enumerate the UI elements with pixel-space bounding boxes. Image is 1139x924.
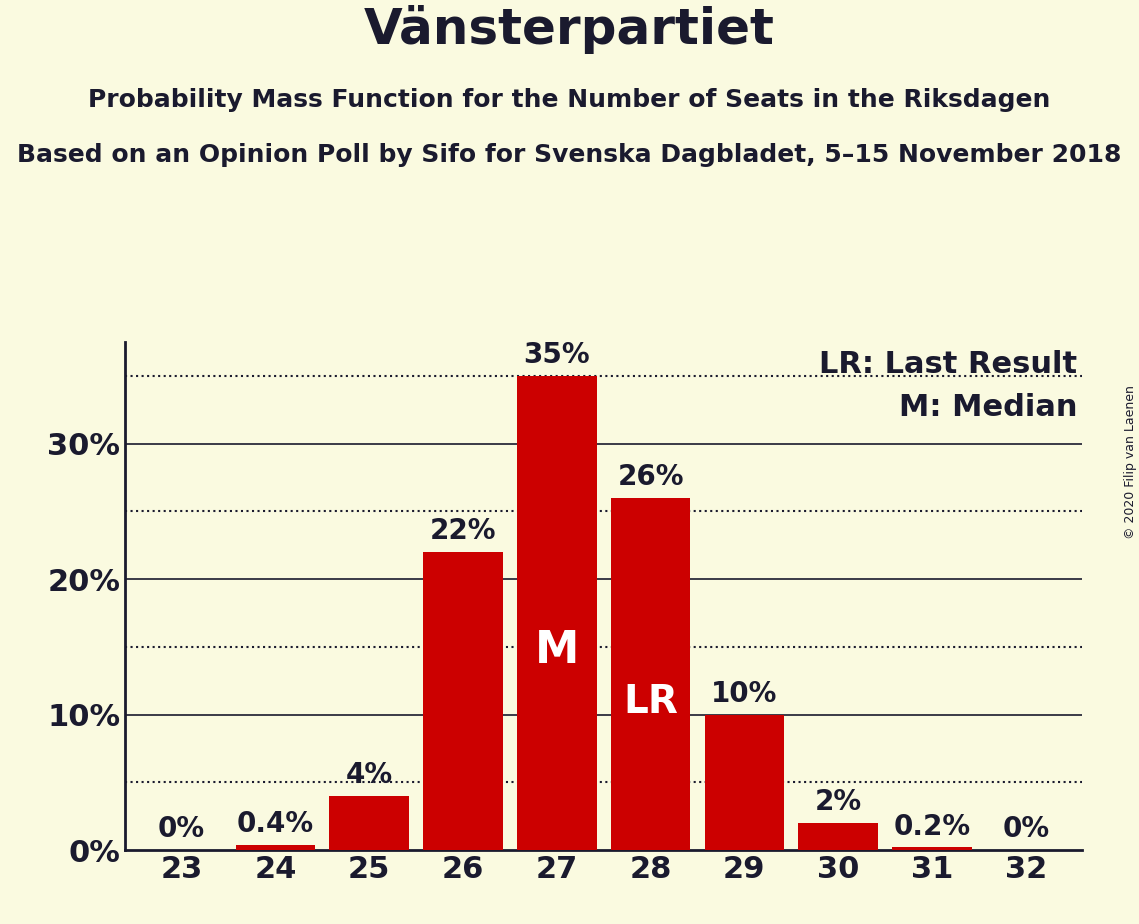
Bar <box>798 823 878 850</box>
Bar <box>611 498 690 850</box>
Text: 35%: 35% <box>524 341 590 369</box>
Text: Vänsterpartiet: Vänsterpartiet <box>364 5 775 54</box>
Text: Probability Mass Function for the Number of Seats in the Riksdagen: Probability Mass Function for the Number… <box>89 88 1050 112</box>
Text: 26%: 26% <box>617 463 683 491</box>
Text: © 2020 Filip van Laenen: © 2020 Filip van Laenen <box>1124 385 1137 539</box>
Text: 2%: 2% <box>814 788 862 816</box>
Text: Based on an Opinion Poll by Sifo for Svenska Dagbladet, 5–15 November 2018: Based on an Opinion Poll by Sifo for Sve… <box>17 143 1122 167</box>
Text: 0.2%: 0.2% <box>893 812 970 841</box>
Bar <box>517 376 597 850</box>
Bar <box>892 847 972 850</box>
Text: 10%: 10% <box>711 680 778 708</box>
Text: M: M <box>534 629 579 673</box>
Text: 22%: 22% <box>429 517 497 545</box>
Text: 0%: 0% <box>1002 815 1049 844</box>
Text: 0.4%: 0.4% <box>237 809 314 838</box>
Bar <box>236 845 316 850</box>
Bar <box>705 714 785 850</box>
Text: LR: LR <box>623 683 678 721</box>
Text: 0%: 0% <box>158 815 205 844</box>
Bar <box>423 552 502 850</box>
Text: M: Median: M: Median <box>899 393 1077 421</box>
Text: 4%: 4% <box>345 761 393 789</box>
Text: LR: Last Result: LR: Last Result <box>819 349 1077 379</box>
Bar <box>329 796 409 850</box>
